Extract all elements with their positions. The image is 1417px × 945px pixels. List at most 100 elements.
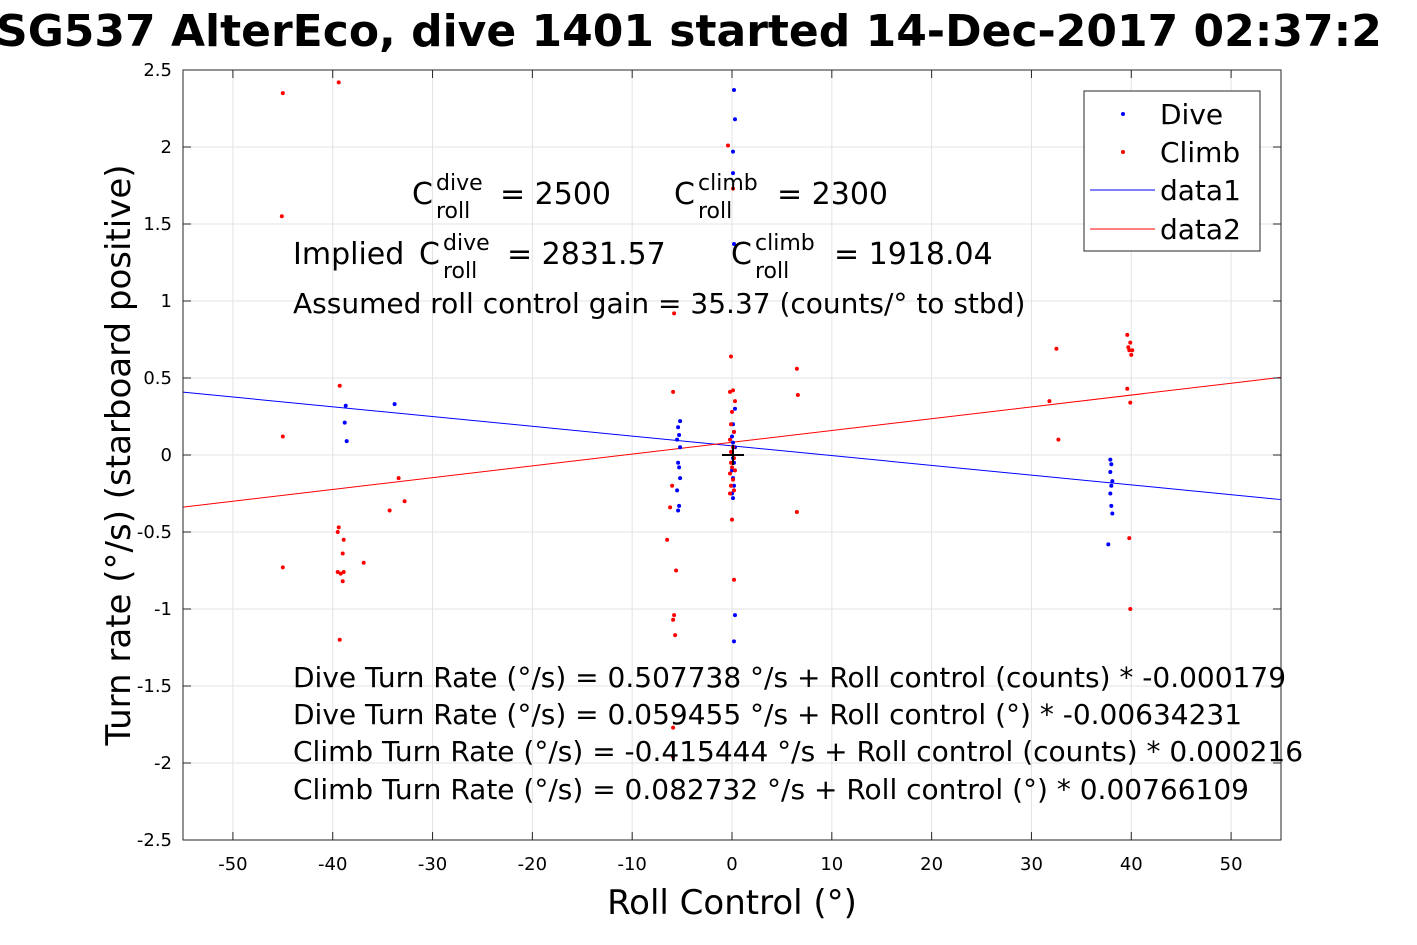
svg-text:= 2831.57: = 2831.57 [507, 237, 666, 272]
climb-point [729, 422, 734, 427]
climb-point [794, 509, 799, 514]
x-tick-label: 10 [820, 854, 843, 875]
climb-point [338, 571, 343, 576]
climb-point [1047, 399, 1052, 404]
dive-point [732, 406, 737, 411]
dive-point [344, 439, 349, 444]
dive-point [730, 440, 735, 445]
svg-text:C: C [731, 237, 752, 272]
dive-point [1108, 491, 1113, 496]
climb-point [361, 560, 366, 565]
c-roll-climb-annotation: C climb roll = 2300 [674, 171, 888, 224]
climb-point [673, 633, 678, 638]
x-tick-label: 50 [1220, 854, 1243, 875]
climb-point [726, 143, 731, 148]
dive-point [676, 508, 681, 513]
dive-point [731, 242, 736, 247]
dive-point [1109, 483, 1114, 488]
dive-point [675, 488, 680, 493]
fit-equation-1: Dive Turn Rate (°/s) = 0.507738 °/s + Ro… [293, 661, 1286, 694]
climb-point [670, 483, 675, 488]
svg-text:Implied: Implied [293, 237, 404, 272]
svg-text:roll: roll [436, 199, 470, 224]
roll-gain-annotation: Assumed roll control gain = 35.37 (count… [293, 287, 1025, 320]
dive-point [730, 468, 734, 473]
fit-equation-2: Dive Turn Rate (°/s) = 0.059455 °/s + Ro… [293, 698, 1242, 731]
dive-point [731, 483, 736, 488]
dive-point [677, 503, 682, 508]
climb-point [1056, 437, 1061, 442]
dive-point [678, 476, 683, 481]
x-tick-label: 20 [920, 854, 943, 875]
dive-point [678, 419, 683, 424]
climb-point [1128, 607, 1133, 611]
y-tick-label: -2 [154, 753, 172, 774]
dive-point [730, 149, 735, 154]
x-tick-label: 0 [726, 854, 737, 875]
origin-marker [722, 445, 744, 465]
climb-point [337, 637, 342, 642]
climb-point [337, 383, 342, 388]
climb-point [1054, 346, 1059, 351]
dive-point [675, 437, 680, 442]
climb-point [671, 725, 676, 730]
dive-point [677, 465, 682, 470]
climb-point [795, 392, 800, 397]
climb-point [728, 471, 733, 476]
x-axis-label: Roll Control (°) [607, 883, 857, 923]
svg-text:dive: dive [436, 171, 483, 196]
x-tick-label: 40 [1120, 854, 1143, 875]
climb-point [671, 617, 676, 622]
dive-point [1110, 511, 1115, 516]
climb-point [1128, 400, 1133, 405]
svg-text:C: C [419, 237, 440, 272]
climb-point [672, 311, 677, 316]
svg-text:climb: climb [698, 171, 758, 196]
climb-point [402, 499, 407, 504]
climb-point [1129, 352, 1134, 357]
y-tick-label: 1.5 [143, 214, 172, 235]
fit-equations: Dive Turn Rate (°/s) = 0.507738 °/s + Ro… [293, 661, 1303, 806]
dive-point [1110, 479, 1115, 484]
dive-point [1108, 457, 1113, 462]
svg-text:C: C [412, 177, 433, 212]
climb-point [730, 409, 734, 414]
climb-point [387, 508, 392, 513]
chart-title: SG537 AlterEco, dive 1401 started 14-Dec… [0, 6, 1382, 57]
climb-point [671, 389, 676, 394]
climb-point [730, 517, 734, 522]
climb-point [341, 570, 346, 575]
y-tick-label: 2.5 [143, 60, 172, 81]
climb-point [336, 80, 341, 85]
climb-point [1125, 386, 1130, 391]
climb-point [728, 437, 733, 442]
climb-point [1125, 332, 1130, 337]
fit-equation-3: Climb Turn Rate (°/s) = -0.415444 °/s + … [293, 735, 1303, 768]
climb-point [729, 354, 734, 359]
dive-point [731, 639, 736, 644]
svg-text:C: C [674, 177, 695, 212]
data-points [279, 80, 1135, 759]
climb-point [341, 537, 346, 542]
legend-data2-label: data2 [1160, 213, 1241, 246]
dive-point [1109, 462, 1114, 467]
climb-point [730, 186, 735, 191]
climb-point [279, 214, 284, 219]
svg-text:climb: climb [755, 231, 815, 256]
svg-text:dive: dive [443, 231, 490, 256]
y-tick-label: -1 [154, 599, 172, 620]
dive-point [342, 420, 347, 425]
x-tick-label: -50 [218, 854, 247, 875]
climb-point [336, 525, 341, 530]
legend-data1-label: data1 [1160, 174, 1241, 207]
climb-point [731, 488, 736, 493]
svg-text:roll: roll [755, 259, 789, 284]
climb-point [280, 434, 285, 439]
c-roll-dive-annotation: C dive roll = 2500 [412, 171, 611, 224]
dive-point [677, 432, 682, 437]
legend-dive-marker [1121, 112, 1125, 116]
fit-equation-4: Climb Turn Rate (°/s) = 0.082732 °/s + R… [293, 773, 1249, 806]
climb-point [340, 551, 345, 556]
svg-text:= 2300: = 2300 [777, 177, 888, 212]
